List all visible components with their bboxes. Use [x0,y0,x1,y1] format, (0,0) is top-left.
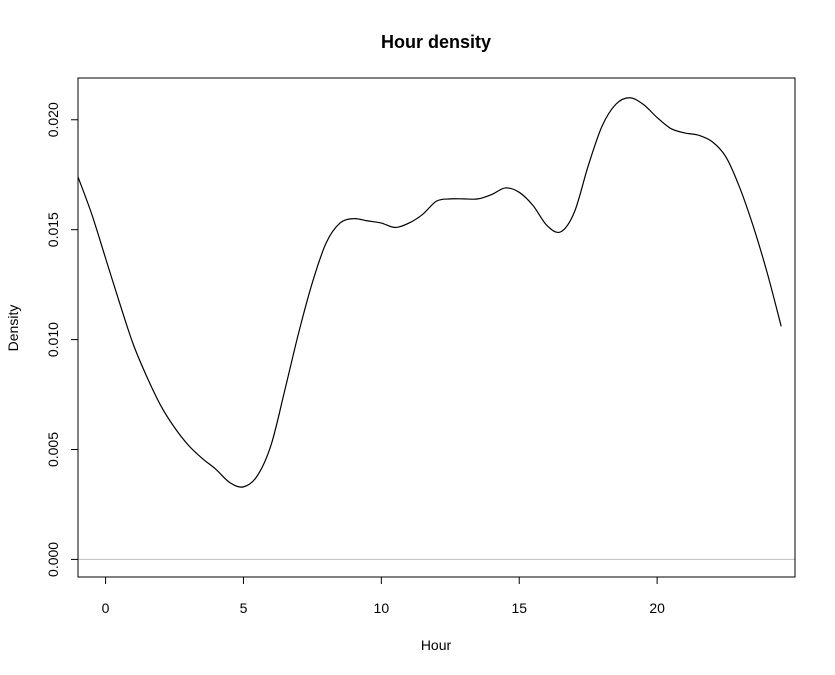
x-tick-label-20: 20 [649,600,665,616]
x-tick-label-5: 5 [240,600,248,616]
density-line-series-1 [78,97,782,488]
y-tick-label-0.005: 0.005 [45,432,61,467]
x-tick-label-10: 10 [374,600,390,616]
x-tick-label-15: 15 [511,600,527,616]
plot-area: 0 5 10 15 20 0.000 0.005 0.010 0.015 0.020 [45,77,796,616]
y-tick-label-0.000: 0.000 [45,542,61,577]
x-tick-label-0: 0 [102,600,110,616]
chart-title: Hour density [381,32,491,52]
x-axis-title: Hour [421,637,452,653]
plot-frame [77,77,796,578]
y-tick-label-0.020: 0.020 [45,102,61,137]
y-tick-label-0.015: 0.015 [45,212,61,247]
y-axis-title: Density [5,305,21,352]
y-tick-label-0.010: 0.010 [45,322,61,357]
